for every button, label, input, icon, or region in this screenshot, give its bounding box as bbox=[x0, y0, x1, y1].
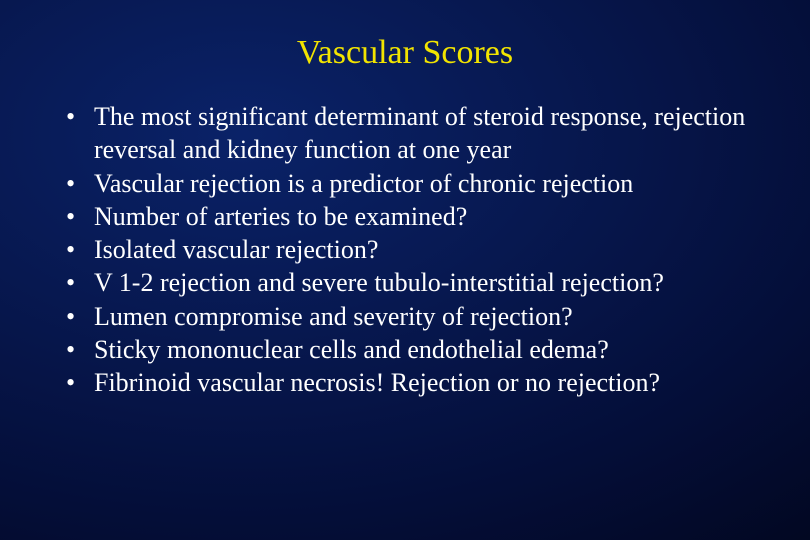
bullet-item: The most significant determinant of ster… bbox=[66, 100, 762, 167]
slide: Vascular Scores The most significant det… bbox=[0, 0, 810, 540]
bullet-item: V 1-2 rejection and severe tubulo-inters… bbox=[66, 266, 762, 299]
bullet-list: The most significant determinant of ster… bbox=[48, 100, 762, 399]
bullet-item: Isolated vascular rejection? bbox=[66, 233, 762, 266]
bullet-item: Fibrinoid vascular necrosis! Rejection o… bbox=[66, 366, 762, 399]
bullet-item: Number of arteries to be examined? bbox=[66, 200, 762, 233]
bullet-item: Lumen compromise and severity of rejecti… bbox=[66, 300, 762, 333]
slide-title: Vascular Scores bbox=[48, 34, 762, 72]
bullet-item: Sticky mononuclear cells and endothelial… bbox=[66, 333, 762, 366]
bullet-item: Vascular rejection is a predictor of chr… bbox=[66, 167, 762, 200]
